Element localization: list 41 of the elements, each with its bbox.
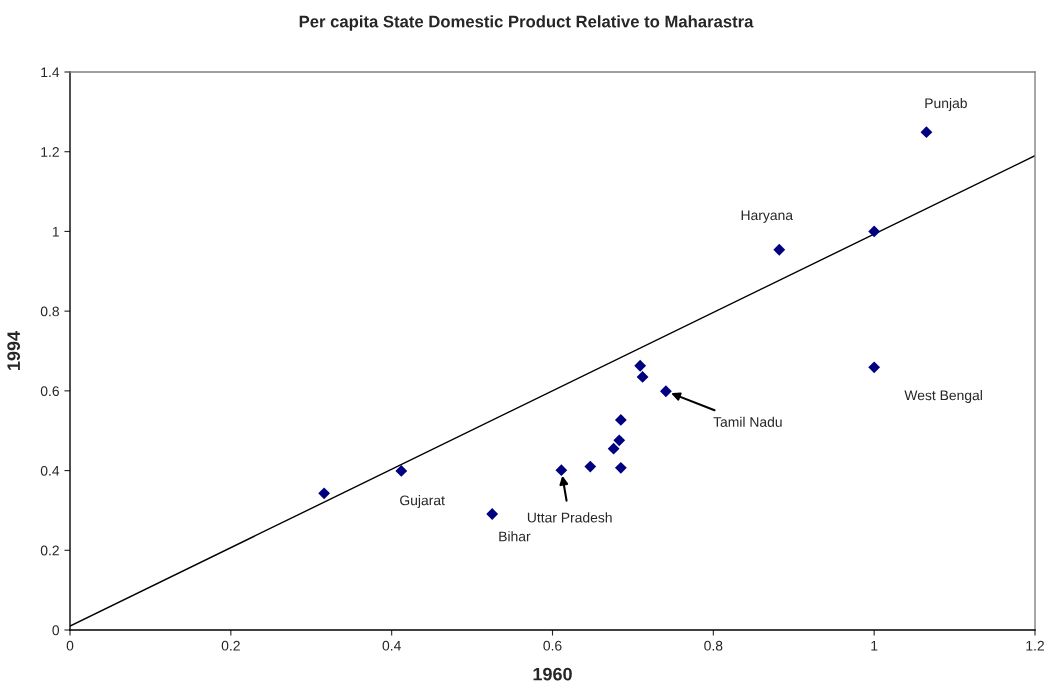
- annotation: Haryana: [741, 210, 794, 223]
- point: [395, 465, 408, 477]
- point: [868, 225, 881, 238]
- x-tick-label: 0.2: [221, 640, 240, 651]
- x-tick-label: 0.8: [704, 640, 723, 651]
- point: [920, 126, 933, 139]
- x-tick-label: 0: [66, 640, 74, 651]
- y-tick-label: 0.2: [40, 545, 59, 556]
- annotation: Punjab: [925, 97, 967, 111]
- point: [584, 460, 597, 473]
- y-tick-label: 1: [52, 226, 59, 237]
- y-tick-label: 0.6: [40, 386, 59, 397]
- point: [555, 464, 568, 477]
- point: [607, 442, 620, 455]
- point: [318, 487, 331, 500]
- y-tick-label: 1.4: [41, 67, 60, 78]
- annotation: Tamil Nadu: [713, 416, 782, 427]
- point: [636, 371, 649, 383]
- annotation: West Bengal: [904, 390, 982, 403]
- y-tick-label: 0.8: [40, 306, 59, 317]
- y-axis-title: 1994: [7, 331, 21, 370]
- x-tick-label: 0.4: [382, 640, 401, 651]
- point: [614, 414, 627, 426]
- point: [614, 461, 627, 474]
- x-tick-label: 1: [871, 640, 878, 651]
- x-tick-label: 0.6: [543, 640, 562, 651]
- y-tick-label: 0.4: [40, 465, 60, 476]
- annotation: Gujarat: [400, 495, 445, 508]
- y-tick-label: 1.2: [41, 147, 59, 157]
- point: [634, 359, 647, 372]
- annotation: Uttar Pradesh: [527, 512, 612, 523]
- y-tick-label: 0: [52, 625, 60, 636]
- annotation: Bihar: [499, 531, 531, 542]
- point: [613, 434, 626, 447]
- x-tick-label: 1.2: [1026, 640, 1044, 651]
- x-axis-title: 1960: [533, 667, 572, 681]
- point: [659, 385, 672, 398]
- point: [773, 243, 786, 256]
- point: [868, 361, 881, 374]
- chart-title: Per capita State Domestic Product Relative to Maharastra: [299, 15, 754, 31]
- point: [486, 508, 499, 520]
